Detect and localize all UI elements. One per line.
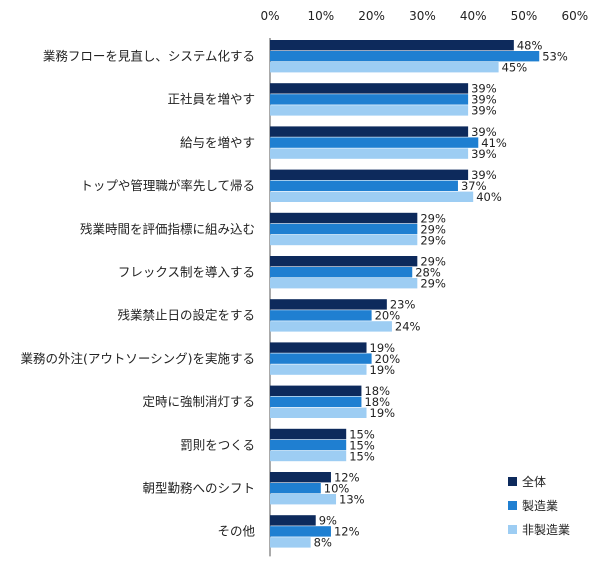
data-label: 37% (461, 179, 487, 193)
data-label: 13% (339, 493, 365, 507)
legend-swatch (508, 501, 517, 510)
data-label: 29% (420, 211, 446, 225)
bar-0 (270, 169, 469, 180)
bar-2 (270, 234, 418, 246)
category-label: 業務フローを見直し、システム化する (43, 49, 255, 64)
bar-2 (270, 278, 418, 289)
data-label: 19% (370, 363, 396, 377)
data-label: 19% (370, 406, 396, 420)
bar-2 (270, 148, 469, 159)
data-label: 39% (471, 168, 497, 182)
category-label: トップや管理職が率先して帰る (80, 178, 255, 193)
bar-1 (270, 526, 331, 537)
bar-0 (270, 428, 347, 440)
data-label: 39% (471, 147, 497, 161)
category-label: 業務の外注(アウトソーシング)を実施する (20, 351, 255, 366)
data-label: 24% (395, 320, 421, 334)
bar-1 (270, 94, 469, 105)
data-label: 23% (390, 298, 416, 312)
data-label: 39% (471, 125, 497, 139)
x-tick-label: 20% (358, 9, 385, 23)
bar-2 (270, 364, 367, 375)
data-label: 48% (517, 39, 543, 53)
bar-1 (270, 353, 372, 364)
category-label: 定時に強制消灯する (142, 394, 255, 409)
bar-1 (270, 223, 418, 235)
legend-swatch (508, 477, 517, 486)
data-label: 10% (324, 482, 350, 496)
data-label: 12% (334, 471, 360, 485)
data-label: 12% (334, 525, 360, 539)
data-label: 8% (314, 536, 332, 550)
bar-2 (270, 62, 499, 73)
bar-0 (270, 126, 469, 137)
category-label: フレックス制を導入する (118, 265, 255, 280)
category-label: 給与を増やす (180, 135, 255, 150)
legend-label: 全体 (522, 474, 546, 489)
legend-swatch (508, 525, 517, 534)
data-label: 28% (415, 266, 441, 280)
x-tick-label: 30% (409, 9, 436, 23)
data-label: 15% (349, 449, 375, 463)
data-label: 53% (542, 50, 568, 64)
data-label: 39% (471, 82, 497, 96)
bar-0 (270, 472, 331, 483)
x-tick-label: 60% (561, 9, 588, 23)
bar-0 (270, 515, 316, 526)
data-label: 20% (375, 352, 401, 366)
bar-1 (270, 267, 413, 278)
data-label: 29% (420, 255, 446, 269)
bar-2 (270, 105, 469, 116)
x-tick-label: 40% (460, 9, 487, 23)
data-label: 15% (349, 438, 375, 452)
data-label: 20% (375, 309, 401, 323)
bar-1 (270, 180, 458, 191)
bar-0 (270, 212, 418, 224)
bar-2 (270, 321, 392, 332)
data-label: 45% (502, 61, 528, 75)
bar-1 (270, 483, 321, 494)
bar-1 (270, 137, 479, 148)
x-tick-label: 10% (307, 9, 334, 23)
category-label: 残業時間を評価指標に組み込む (80, 221, 255, 236)
bar-0 (270, 83, 469, 94)
category-label: その他 (217, 524, 255, 539)
bar-2 (270, 191, 474, 202)
bar-0 (270, 256, 418, 267)
data-label: 29% (420, 233, 446, 247)
data-label: 18% (364, 395, 390, 409)
data-label: 41% (481, 136, 507, 150)
x-tick-label: 50% (511, 9, 538, 23)
data-label: 9% (319, 514, 337, 528)
category-label: 残業禁止日の設定をする (117, 308, 255, 323)
data-label: 19% (370, 341, 396, 355)
bar-2 (270, 450, 347, 462)
bar-2 (270, 494, 337, 505)
bar-0 (270, 299, 387, 310)
bar-2 (270, 407, 367, 418)
bar-1 (270, 396, 362, 407)
data-label: 15% (349, 427, 375, 441)
bar-1 (270, 51, 540, 62)
legend-label: 非製造業 (522, 523, 570, 537)
legend-label: 製造業 (522, 499, 558, 513)
data-label: 18% (364, 384, 390, 398)
category-label: 正社員を増やす (167, 92, 255, 107)
data-label: 39% (471, 104, 497, 118)
data-label: 29% (420, 277, 446, 291)
data-label: 29% (420, 222, 446, 236)
bar-1 (270, 310, 372, 321)
bar-0 (270, 40, 514, 51)
bar-0 (270, 342, 367, 353)
x-tick-label: 0% (260, 9, 279, 23)
data-label: 39% (471, 93, 497, 107)
data-label: 40% (476, 190, 502, 204)
category-label: 朝型勤務へのシフト (142, 481, 255, 496)
bar-0 (270, 385, 362, 396)
bar-2 (270, 537, 311, 548)
bar-1 (270, 439, 347, 451)
category-label: 罰則をつくる (180, 437, 255, 452)
